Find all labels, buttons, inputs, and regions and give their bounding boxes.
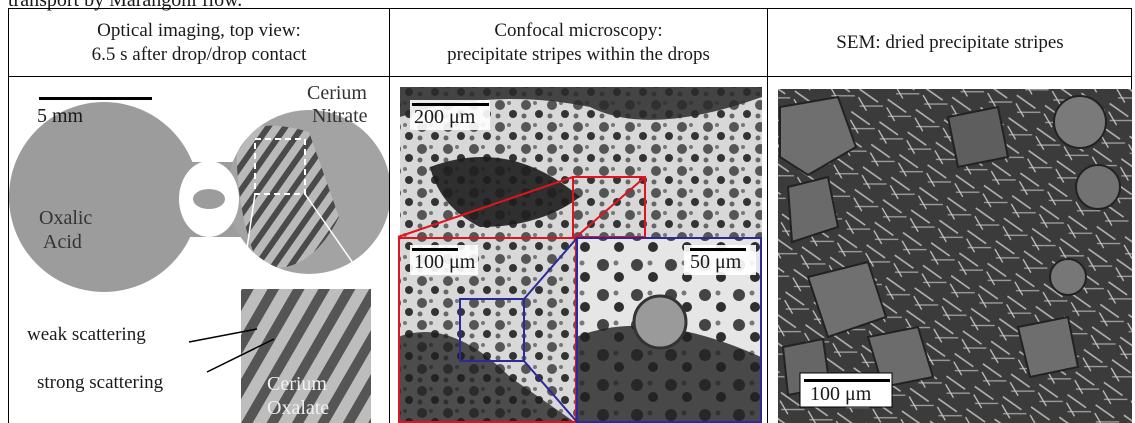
cerium-label-line2: Nitrate	[312, 105, 368, 127]
bottom-right-scale-bar	[690, 248, 746, 251]
blue-zoom-box	[459, 298, 525, 362]
weak-pointer	[188, 328, 258, 343]
column-heading-confocal: Confocal microscopy: precipitate stripes…	[390, 9, 767, 76]
sem-panel: 100 μm	[768, 77, 1132, 423]
heading-line-2: 6.5 s after drop/drop contact	[91, 43, 307, 65]
heading-line-1: SEM: dried precipitate stripes	[836, 31, 1064, 53]
confocal-bottom-left-scale-label: 100 μm	[414, 251, 476, 273]
inset-zoom-image	[241, 289, 371, 423]
header-divider	[8, 76, 1132, 77]
bottom-left-scale-bar	[412, 248, 458, 251]
heading-line-2: precipitate stripes within the drops	[447, 43, 710, 65]
column-heading-optical: Optical imaging, top view: 6.5 s after d…	[9, 9, 389, 76]
sem-scale-box	[799, 372, 893, 408]
column-divider-1	[389, 8, 390, 423]
confocal-images	[397, 87, 762, 423]
cerium-label-line1: Cerium	[307, 82, 367, 104]
strong-scattering-label: strong scattering	[37, 372, 164, 393]
zoom-selection-box	[254, 138, 306, 195]
optical-drop-image	[9, 97, 389, 423]
sem-image	[778, 89, 1132, 423]
column-divider-2	[767, 8, 768, 423]
sem-scale-label: 100 μm	[810, 383, 872, 405]
inset-label-line1: Cerium	[267, 373, 327, 395]
confocal-microscopy-panel: 200 μm 100 μm 50 μm	[390, 77, 767, 423]
oxalic-acid-drop	[9, 102, 199, 292]
weak-scattering-label: weak scattering	[27, 324, 146, 345]
top-scale-bar	[412, 103, 489, 106]
sem-scale-bar	[804, 379, 890, 382]
oxalic-label-line1: Oxalic	[39, 207, 93, 229]
heading-line-1: Optical imaging, top view:	[97, 19, 301, 41]
page-cut-text: transport by Marangoni flow.	[8, 0, 243, 11]
optical-imaging-panel: 5 mm Oxalic Acid Cerium Nitrate Cerium O…	[9, 77, 389, 423]
blue-frame	[576, 237, 762, 423]
column-heading-sem: SEM: dried precipitate stripes	[768, 9, 1132, 76]
inset-label-line2: Oxalate	[267, 397, 330, 419]
oxalic-label-line2: Acid	[43, 231, 82, 253]
confocal-bottom-right-scale-label: 50 μm	[690, 251, 742, 273]
confocal-top-scale-label: 200 μm	[414, 106, 476, 128]
heading-line-1: Confocal microscopy:	[494, 19, 663, 41]
optical-scale-label: 5 mm	[37, 105, 84, 127]
scale-bar	[39, 97, 152, 100]
precipitate-stripes	[236, 125, 339, 269]
strong-pointer	[206, 338, 275, 373]
